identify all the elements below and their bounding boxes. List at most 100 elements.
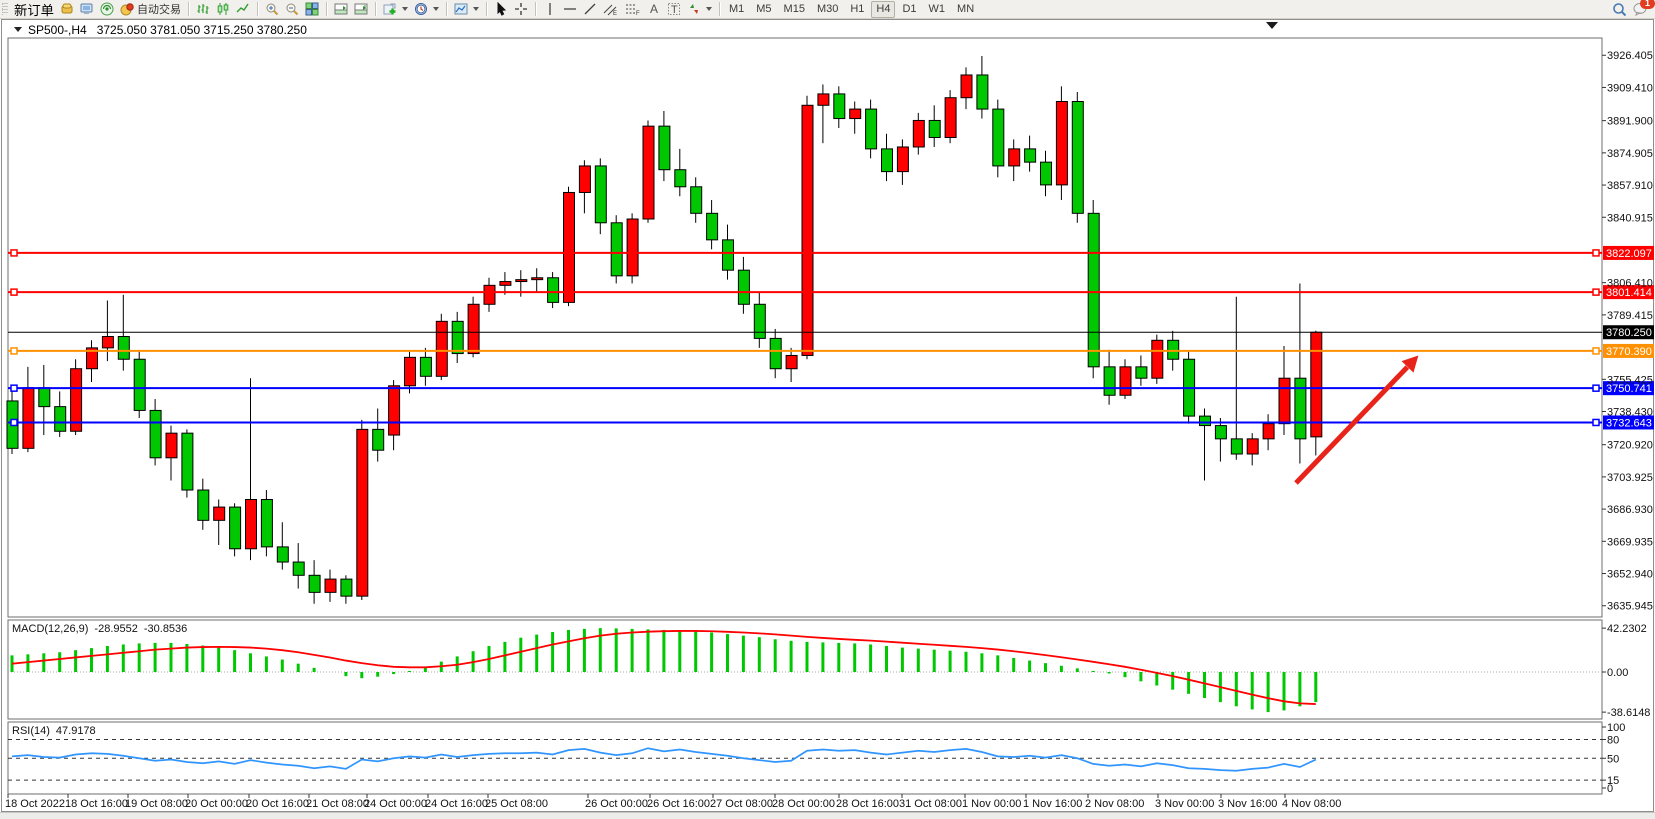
price-badge: 3822.097	[1603, 245, 1654, 260]
hline-3822.097[interactable]	[8, 249, 1602, 257]
timeframe-W1[interactable]: W1	[928, 2, 946, 15]
timeframe-D1[interactable]: D1	[902, 2, 917, 15]
autotrade-button[interactable]: 自动交易	[117, 1, 184, 17]
toolbar-separator	[256, 2, 258, 16]
candle	[531, 268, 544, 293]
search-icon[interactable]	[1612, 2, 1627, 17]
candle	[356, 419, 369, 600]
candlestick-icon[interactable]	[213, 1, 233, 17]
timeframe-H4[interactable]: H4	[871, 0, 896, 18]
dropdown-caret	[705, 7, 712, 11]
arrows-tool-icon[interactable]	[684, 1, 715, 17]
time-tick-label: 2 Nov 08:00	[1085, 798, 1144, 810]
new-order-button[interactable]: 新订单	[11, 1, 57, 18]
zoom-out-icon[interactable]	[282, 1, 302, 17]
line-chart-icon[interactable]	[233, 1, 253, 17]
candle	[1008, 139, 1021, 182]
candle	[642, 120, 655, 223]
trendline-tool-icon[interactable]	[580, 1, 600, 17]
price-tick-label: 3926.405	[1607, 50, 1653, 62]
crosshair-icon[interactable]	[511, 1, 531, 17]
horizontal-line-tool-icon[interactable]	[560, 1, 580, 17]
zoom-in-icon[interactable]	[262, 1, 282, 17]
candle	[435, 313, 448, 381]
candle	[1119, 359, 1132, 400]
period-clock-button[interactable]	[411, 1, 442, 17]
fibonacci-tool-icon[interactable]: F	[622, 1, 644, 17]
price-tick-label: 3669.935	[1607, 536, 1653, 548]
candle	[976, 56, 989, 119]
macd-label: MACD(12,26,9) -28.9552 -30.8536	[12, 623, 187, 635]
indicator-window-alt-icon[interactable]	[351, 1, 371, 17]
indicator-window-icon[interactable]	[331, 1, 351, 17]
timeframe-M5[interactable]: M5	[756, 2, 772, 15]
toolbar-separator	[374, 2, 376, 16]
candle	[499, 272, 512, 295]
price-tick-label: 3635.945	[1607, 601, 1653, 613]
price-badge: 3801.414	[1603, 285, 1654, 300]
hline-anchor[interactable]	[1592, 418, 1600, 427]
template-button[interactable]	[451, 1, 482, 17]
label-tool-icon[interactable]: T	[664, 1, 684, 17]
chart-shift-marker-icon[interactable]	[1266, 22, 1278, 29]
time-tick-label: 19 Oct 08:00	[125, 798, 188, 810]
hline-3750.741[interactable]	[8, 384, 1602, 392]
candle	[1087, 200, 1100, 379]
price-tick-label: 3652.940	[1607, 569, 1653, 581]
hline-anchor[interactable]	[10, 347, 18, 355]
tile-windows-icon[interactable]	[302, 1, 322, 17]
toolbar-grip[interactable]	[2, 3, 8, 15]
dropdown-caret	[401, 7, 408, 11]
candle	[213, 499, 226, 545]
vertical-line-tool-icon[interactable]	[540, 1, 560, 17]
candle	[1294, 283, 1307, 464]
hline-anchor[interactable]	[1592, 288, 1600, 296]
hline-anchor[interactable]	[10, 249, 18, 257]
hline-anchor[interactable]	[10, 288, 18, 296]
cursor-icon[interactable]	[491, 1, 511, 17]
hline-anchor[interactable]	[10, 384, 18, 392]
chat-icon[interactable]: 1	[1633, 0, 1655, 16]
rsi-axis-label: 80	[1607, 735, 1619, 747]
timeframe-H1[interactable]: H1	[850, 2, 865, 15]
candle	[547, 272, 560, 309]
hline-3801.414[interactable]	[8, 288, 1602, 296]
bar-chart-icon[interactable]	[193, 1, 213, 17]
arrow-annotation[interactable]	[1294, 355, 1419, 485]
candle	[276, 522, 289, 570]
chart-title: SP500-,H4 3725.050 3781.050 3715.250 3780…	[28, 23, 307, 37]
hline-anchor[interactable]	[1592, 347, 1600, 355]
hline-anchor[interactable]	[1592, 249, 1600, 257]
add-indicator-button[interactable]	[380, 1, 411, 17]
hline-3770.390[interactable]	[8, 347, 1602, 355]
svg-text:3801.414: 3801.414	[1606, 287, 1652, 299]
timeframe-M30[interactable]: M30	[816, 2, 839, 15]
market-watch-icon[interactable]	[57, 1, 77, 17]
terminal-icon[interactable]	[77, 1, 97, 17]
text-tool-icon[interactable]: A	[644, 1, 664, 17]
channel-tool-icon[interactable]: E	[600, 1, 622, 17]
timeframe-M15[interactable]: M15	[783, 2, 805, 15]
hline-3732.643[interactable]	[8, 418, 1602, 427]
horizontal-lines[interactable]	[8, 249, 1602, 427]
time-tick-label: 3 Nov 16:00	[1218, 798, 1277, 810]
toolbar-separator	[718, 2, 720, 16]
signal-icon[interactable]	[97, 1, 117, 17]
timeframe-M1[interactable]: M1	[728, 2, 745, 15]
chart-title-bar: SP500-,H4 3725.050 3781.050 3715.250 3780…	[14, 23, 307, 37]
timeframe-group: M1 M5 M15 M30 H1 H4 D1 W1 MN	[724, 0, 979, 18]
new-order-label: 新订单	[14, 2, 54, 18]
svg-text:3780.250: 3780.250	[1606, 327, 1652, 339]
price-tick-label: 3806.410	[1607, 278, 1653, 290]
hline-anchor[interactable]	[10, 418, 18, 427]
candle	[308, 560, 321, 604]
rsi-axis-label: 50	[1607, 753, 1619, 765]
symbol-dropdown-icon[interactable]	[14, 27, 22, 32]
price-axis[interactable]: 3822.097 3801.414 3780.250 3770.390 3750.741…	[1602, 50, 1654, 613]
timeframe-MN[interactable]: MN	[957, 2, 975, 15]
chat-badge: 1	[1640, 0, 1655, 9]
hline-anchor[interactable]	[1592, 384, 1600, 392]
candle	[245, 378, 257, 561]
